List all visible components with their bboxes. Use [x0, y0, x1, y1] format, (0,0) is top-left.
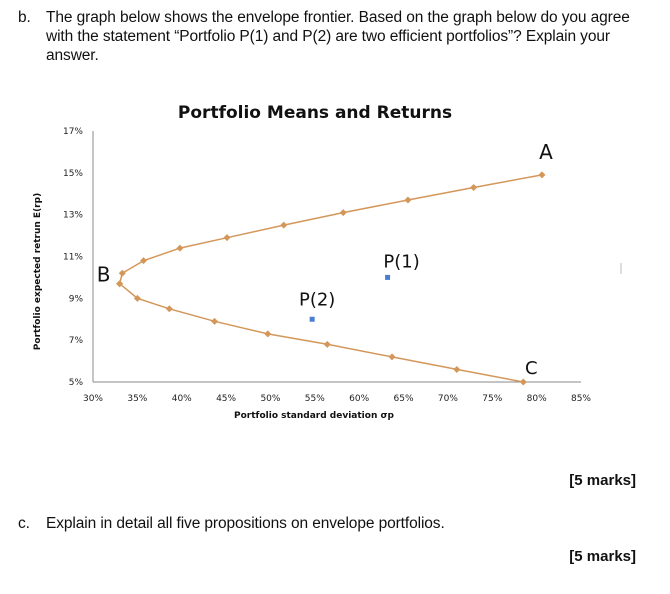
frontier-marker	[470, 183, 478, 191]
y-tick-label: 11%	[63, 253, 83, 263]
x-tick-label: 55%	[305, 394, 325, 404]
y-tick-label: 7%	[69, 336, 84, 346]
question-b: b. The graph below shows the envelope fr…	[18, 8, 648, 65]
frontier-marker	[538, 171, 546, 179]
point-label: B	[97, 263, 111, 287]
x-tick-label: 35%	[127, 394, 147, 404]
frontier-marker	[323, 340, 331, 348]
portfolio-point	[385, 274, 391, 280]
x-tick-label: 75%	[482, 394, 502, 404]
question-b-text: The graph below shows the envelope front…	[46, 9, 630, 64]
x-tick-label: 45%	[216, 394, 236, 404]
frontier-marker	[223, 234, 231, 242]
question-c: c. Explain in detail all five propositio…	[18, 514, 648, 533]
y-tick-label: 5%	[69, 378, 84, 388]
envelope-frontier-chart: Portfolio Means and Returns 5% 7% 9% 11% 13% 1…	[0, 90, 670, 430]
frontier-marker	[388, 353, 396, 361]
question-c-letter: c.	[18, 515, 30, 532]
frontier-marker	[404, 196, 412, 204]
question-b-marks: [5 marks]	[569, 472, 636, 489]
chart-title: Portfolio Means and Returns	[178, 103, 452, 123]
point-label: P(1)	[383, 251, 419, 272]
question-c-marks: [5 marks]	[569, 548, 636, 565]
y-tick-label: 15%	[63, 169, 83, 179]
frontier-marker	[165, 305, 173, 313]
frontier-marker	[176, 244, 184, 252]
frontier-marker	[280, 221, 288, 229]
x-tick-label: 80%	[527, 394, 547, 404]
x-tick-label: 70%	[438, 394, 458, 404]
frontier-marker	[339, 209, 347, 217]
frontier-marker	[118, 269, 126, 277]
frontier-marker	[519, 378, 527, 386]
x-tick-label: 65%	[394, 394, 414, 404]
x-tick-label: 50%	[260, 394, 280, 404]
frontier-marker	[211, 317, 219, 325]
frontier-line	[118, 174, 543, 284]
chart-canvas: Portfolio Means and Returns 5% 7% 9% 11% 13% 1…	[33, 103, 622, 421]
point-label: C	[525, 358, 538, 379]
point-label: A	[539, 140, 553, 164]
x-tick-label: 60%	[349, 394, 369, 404]
portfolio-point	[309, 316, 315, 322]
point-label: P(2)	[299, 289, 335, 310]
frontier-marker	[453, 365, 461, 373]
y-tick-label: 13%	[63, 211, 83, 221]
y-tick-label: 17%	[63, 127, 83, 137]
question-b-letter: b.	[18, 9, 31, 26]
x-tick-label: 40%	[172, 394, 192, 404]
x-tick-label: 30%	[83, 394, 103, 404]
x-axis-label: Portfolio standard deviation σp	[234, 411, 394, 421]
frontier-marker	[133, 294, 141, 302]
y-axis-label: Portfolio expected retrun E(rp)	[33, 193, 43, 350]
question-c-text: Explain in detail all five propositions …	[46, 515, 445, 532]
x-tick-label: 85%	[571, 394, 591, 404]
frontier-marker	[140, 257, 148, 265]
frontier-marker	[116, 280, 124, 288]
frontier-marker	[264, 330, 272, 338]
y-tick-label: 9%	[69, 294, 84, 304]
